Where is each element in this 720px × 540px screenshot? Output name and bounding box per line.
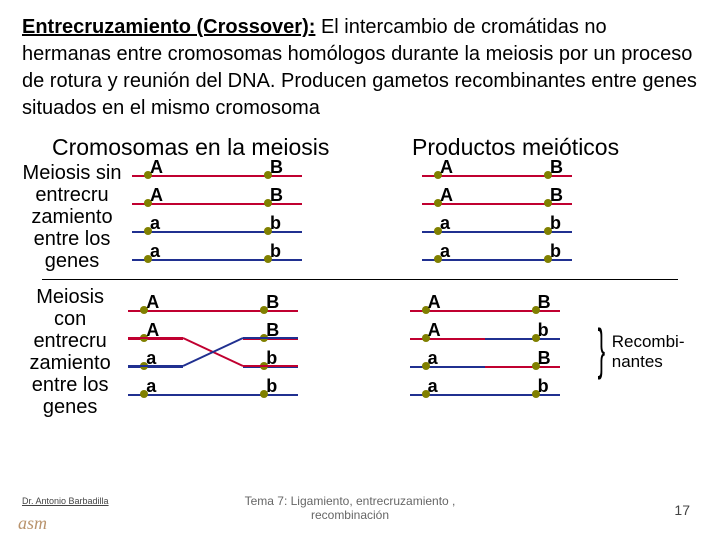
chromatid-line: ab <box>412 245 622 273</box>
divider <box>42 279 678 280</box>
section-sin: Meiosis sin entrecru zamiento entre los … <box>22 161 698 273</box>
allele-label: b <box>266 376 277 397</box>
allele-label: B <box>538 292 551 313</box>
allele-label: a <box>150 241 160 262</box>
allele-label: a <box>146 376 156 397</box>
allele-label: A <box>440 157 453 178</box>
allele-label: a <box>428 376 438 397</box>
column-headers: Cromosomas en la meiosis Productos meiót… <box>22 134 698 161</box>
title-main: Entrecruzamiento (Crossover): <box>22 16 315 38</box>
allele-label: B <box>266 292 279 313</box>
chromatid-line: ab <box>400 380 602 408</box>
recomb-label: Recombi-nantes <box>612 332 698 372</box>
con-chromosomes: ABABabab <box>118 296 339 408</box>
allele-label: a <box>150 213 160 234</box>
allele-label: a <box>146 348 156 369</box>
con-products: ABAbaBab <box>400 296 602 408</box>
credit: Dr. Antonio Barbadilla <box>22 496 109 506</box>
allele-label: b <box>270 213 281 234</box>
allele-label: A <box>150 157 163 178</box>
allele-label: b <box>266 348 277 369</box>
allele-label: A <box>146 292 159 313</box>
allele-label: B <box>538 348 551 369</box>
sin-products: ABABabab <box>412 161 622 273</box>
page-number: 17 <box>674 502 690 518</box>
chromatid-line: ab <box>118 380 339 408</box>
label-sin: Meiosis sin entrecru zamiento entre los … <box>22 162 122 272</box>
allele-label: b <box>270 241 281 262</box>
allele-label: A <box>428 320 441 341</box>
title-block: Entrecruzamiento (Crossover): El interca… <box>22 14 698 122</box>
allele-label: B <box>550 157 563 178</box>
allele-label: A <box>146 320 159 341</box>
header-left: Cromosomas en la meiosis <box>52 134 372 161</box>
footer-topic: Tema 7: Ligamiento, entrecruzamiento , r… <box>210 494 490 522</box>
allele-label: b <box>550 241 561 262</box>
allele-label: a <box>428 348 438 369</box>
allele-label: b <box>538 320 549 341</box>
allele-label: B <box>270 185 283 206</box>
allele-label: a <box>440 213 450 234</box>
allele-label: b <box>550 213 561 234</box>
allele-label: A <box>150 185 163 206</box>
brace-icon: } <box>597 316 604 381</box>
section-con: Meiosis con entrecru zamiento entre los … <box>22 286 698 418</box>
sin-chromosomes: ABABabab <box>122 161 352 273</box>
allele-label: B <box>270 157 283 178</box>
allele-label: B <box>550 185 563 206</box>
allele-label: a <box>440 241 450 262</box>
logo: asm <box>18 513 47 534</box>
allele-label: A <box>440 185 453 206</box>
chromatid-line: ab <box>122 245 352 273</box>
allele-label: A <box>428 292 441 313</box>
allele-label: B <box>266 320 279 341</box>
label-con: Meiosis con entrecru zamiento entre los … <box>22 286 118 418</box>
allele-label: b <box>538 376 549 397</box>
